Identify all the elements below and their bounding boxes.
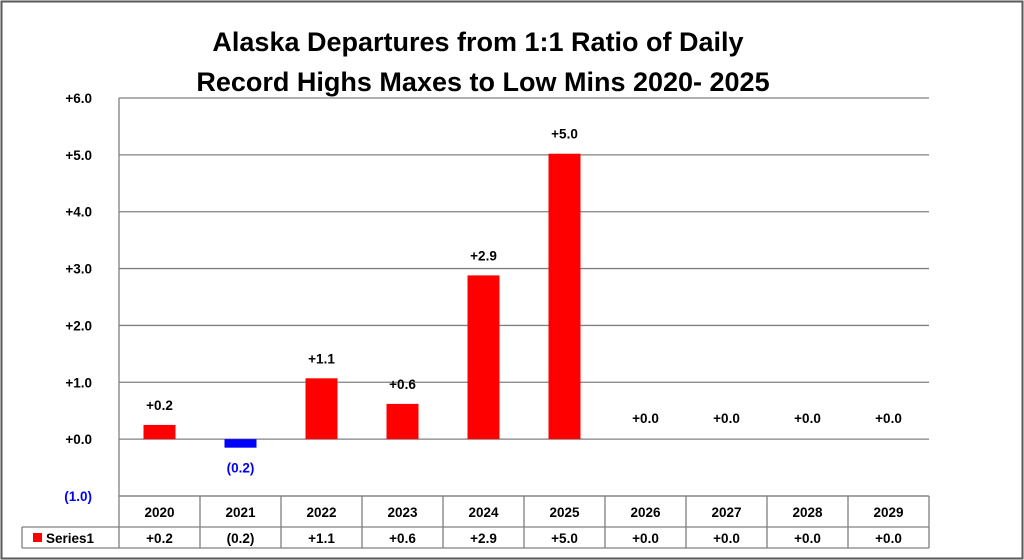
y-tick-label: +5.0 bbox=[65, 148, 92, 163]
category-label: 2023 bbox=[387, 505, 418, 520]
data-label: +0.6 bbox=[389, 377, 416, 392]
y-tick-label: +6.0 bbox=[65, 91, 92, 106]
category-label: 2026 bbox=[630, 505, 661, 520]
table-value: (0.2) bbox=[227, 531, 255, 546]
bars bbox=[143, 153, 581, 448]
data-label: +0.0 bbox=[713, 411, 740, 426]
category-label: 2021 bbox=[225, 505, 256, 520]
table-value: +0.0 bbox=[794, 531, 821, 546]
bar bbox=[548, 153, 581, 440]
table-value: +0.2 bbox=[146, 531, 173, 546]
category-label: 2024 bbox=[468, 505, 499, 520]
data-table: 2020 +0.2 2021 (0.2) 2022 +1.1 2023 +0.6 2024 +2.… bbox=[21, 495, 930, 549]
data-label: (0.2) bbox=[227, 461, 255, 476]
table-value: +0.0 bbox=[875, 531, 902, 546]
category-label: 2025 bbox=[549, 505, 580, 520]
chart-title-line-1: Alaska Departures from 1:1 Ratio of Dail… bbox=[212, 27, 743, 57]
gridlines bbox=[118, 97, 929, 497]
category-label: 2028 bbox=[792, 505, 823, 520]
bar bbox=[224, 439, 257, 448]
table-value: +2.9 bbox=[470, 531, 497, 546]
y-tick-label: +1.0 bbox=[65, 375, 92, 390]
bar bbox=[143, 424, 176, 440]
table-value: +0.0 bbox=[632, 531, 659, 546]
category-label: 2022 bbox=[306, 505, 336, 520]
legend-key bbox=[33, 533, 42, 542]
y-tick-label: (1.0) bbox=[64, 489, 92, 504]
legend-series-name: Series1 bbox=[46, 531, 95, 546]
y-tick-label: +0.0 bbox=[65, 432, 92, 447]
y-tick-label: +3.0 bbox=[65, 262, 92, 277]
y-tick-label: +4.0 bbox=[65, 205, 92, 220]
y-axis-tick-labels: +6.0 +5.0 +4.0 +3.0 +2.0 +1.0 +0.0 (1.0) bbox=[64, 91, 92, 504]
bar bbox=[467, 275, 500, 440]
bar bbox=[305, 378, 338, 440]
bar bbox=[386, 403, 419, 440]
data-label: +2.9 bbox=[470, 248, 497, 263]
y-tick-label: +2.0 bbox=[65, 318, 92, 333]
data-label: +0.0 bbox=[794, 411, 821, 426]
category-label: 2027 bbox=[711, 505, 741, 520]
data-labels: +0.2 (0.2) +1.1 +0.6 +2.9 +5.0 +0.0 +0.0 +0.0 +0.… bbox=[146, 127, 902, 476]
category-label: 2029 bbox=[873, 505, 903, 520]
chart-title-line-2: Record Highs Maxes to Low Mins 2020- 202… bbox=[196, 67, 769, 97]
data-label: +1.1 bbox=[308, 351, 335, 366]
category-label: 2020 bbox=[144, 505, 174, 520]
data-label: +0.2 bbox=[146, 398, 173, 413]
table-value: +0.0 bbox=[713, 531, 740, 546]
data-label: +0.0 bbox=[875, 411, 902, 426]
data-label: +0.0 bbox=[632, 411, 659, 426]
table-value: +0.6 bbox=[389, 531, 416, 546]
table-value: +5.0 bbox=[551, 531, 578, 546]
table-value: +1.1 bbox=[308, 531, 335, 546]
data-label: +5.0 bbox=[551, 127, 578, 142]
